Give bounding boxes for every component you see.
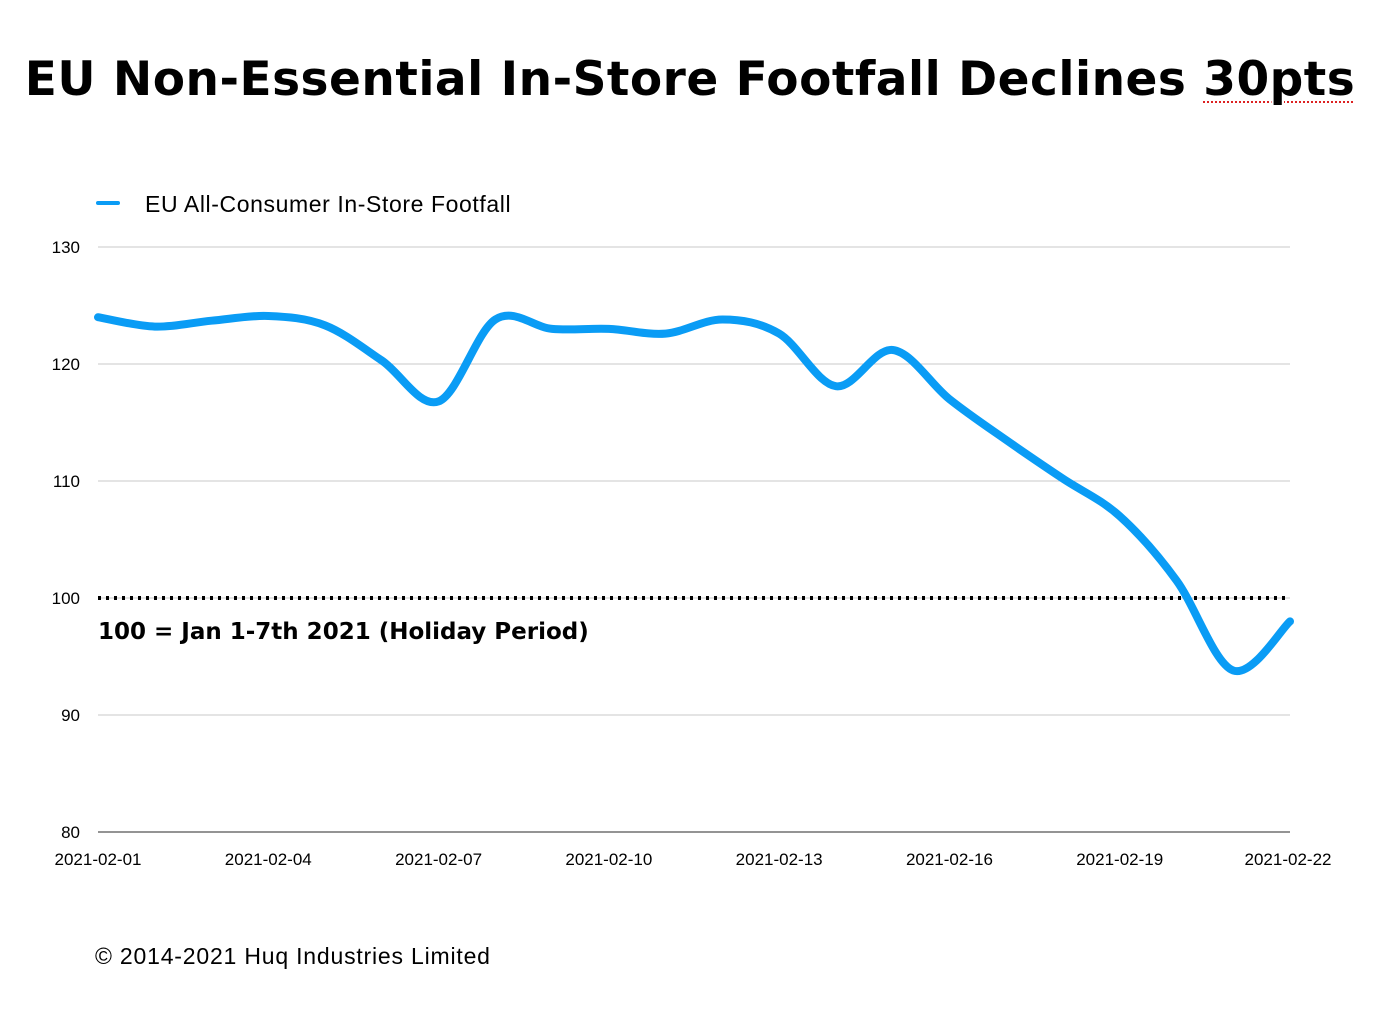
data-point xyxy=(605,325,613,333)
x-tick-label: 2021-02-04 xyxy=(225,850,312,869)
series-line xyxy=(94,311,1294,676)
chart-title: EU Non-Essential In-Store Footfall Decli… xyxy=(0,52,1380,107)
data-point xyxy=(718,316,726,324)
chart-title-highlight: 30pts xyxy=(1203,52,1356,107)
data-point xyxy=(151,323,159,331)
x-tick-label: 2021-02-13 xyxy=(736,850,823,869)
y-tick-label: 130 xyxy=(52,238,80,257)
y-tick-label: 110 xyxy=(53,472,80,491)
data-point xyxy=(1059,475,1067,483)
data-point xyxy=(435,397,443,405)
data-point xyxy=(662,330,670,338)
data-point xyxy=(1229,667,1237,675)
x-tick-label: 2021-02-22 xyxy=(1245,850,1332,869)
data-point xyxy=(1286,617,1294,625)
data-point xyxy=(832,382,840,390)
chart-title-main: EU Non-Essential In-Store Footfall Decli… xyxy=(24,52,1187,107)
data-point xyxy=(1172,576,1180,584)
x-tick-label: 2021-02-01 xyxy=(55,850,142,869)
data-point xyxy=(321,321,329,329)
y-tick-label: 100 xyxy=(52,589,80,608)
legend: EU All-Consumer In-Store Footfall xyxy=(96,191,511,217)
x-tick-label: 2021-02-07 xyxy=(395,850,482,869)
x-tick-label: 2021-02-10 xyxy=(565,850,652,869)
x-tick-label: 2021-02-16 xyxy=(906,850,993,869)
x-tick-label: 2021-02-19 xyxy=(1076,850,1163,869)
reference-label: 100 = Jan 1-7th 2021 (Holiday Period) xyxy=(98,619,589,645)
y-tick-label: 120 xyxy=(52,355,80,374)
data-point xyxy=(548,325,556,333)
data-point xyxy=(264,312,272,320)
reference-line-group: 100 = Jan 1-7th 2021 (Holiday Period) xyxy=(98,596,1290,645)
copyright-text: © 2014-2021 Huq Industries Limited xyxy=(95,943,491,969)
legend-label: EU All-Consumer In-Store Footfall xyxy=(145,191,511,217)
data-point xyxy=(775,330,783,338)
grid-lines xyxy=(98,246,1290,833)
data-point xyxy=(1002,436,1010,444)
data-point xyxy=(94,313,102,321)
data-point xyxy=(1116,512,1124,520)
data-point xyxy=(491,316,499,324)
x-axis-ticks: 2021-02-01 2021-02-04 2021-02-07 2021-02-10… xyxy=(55,850,1332,869)
y-tick-label: 80 xyxy=(61,823,80,842)
y-axis-ticks: 80 90 100 110 120 130 xyxy=(52,238,80,842)
data-point xyxy=(378,356,386,364)
y-tick-label: 90 xyxy=(61,706,80,725)
data-point xyxy=(208,317,216,325)
data-point xyxy=(889,346,897,354)
data-point xyxy=(945,395,953,403)
